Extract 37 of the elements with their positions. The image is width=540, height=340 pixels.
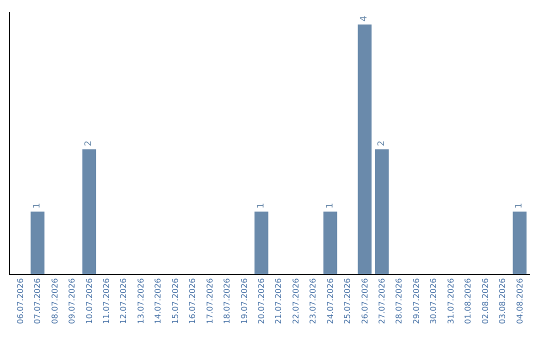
x-tick-label: 24.07.2026 <box>326 278 335 324</box>
x-tick-label: 25.07.2026 <box>343 278 352 324</box>
x-tick-label: 15.07.2026 <box>170 278 180 324</box>
x-tick-label: 11.07.2026 <box>102 278 112 324</box>
x-tick-label: 13.07.2026 <box>136 278 146 324</box>
data-label: 4 <box>360 15 370 22</box>
data-label: 1 <box>325 202 336 209</box>
data-label: 1 <box>514 202 525 209</box>
x-tick-label: 31.07.2026 <box>446 278 456 324</box>
x-tick-label: 10.07.2026 <box>84 278 94 324</box>
data-label: 2 <box>376 140 387 146</box>
x-tick-label: 27.07.2026 <box>378 278 387 324</box>
x-tick-label: 18.07.2026 <box>222 278 232 324</box>
x-tick-label: 02.08.2026 <box>480 278 490 324</box>
x-tick-label: 06.07.2026 <box>16 278 25 324</box>
x-tick-label: 21.07.2026 <box>274 278 284 324</box>
data-label: 1 <box>256 202 266 209</box>
x-tick-label: 17.07.2026 <box>205 278 214 324</box>
data-label: 1 <box>32 202 43 209</box>
x-tick-label: 04.08.2026 <box>515 278 524 324</box>
x-tick-label: 26.07.2026 <box>360 278 370 324</box>
data-label: 2 <box>84 140 94 146</box>
x-tick-label: 09.07.2026 <box>68 278 77 324</box>
x-tick-label: 07.07.2026 <box>33 278 42 324</box>
x-tick-label: 22.07.2026 <box>291 278 300 324</box>
x-tick-label: 01.08.2026 <box>464 278 473 324</box>
x-tick-label: 08.07.2026 <box>50 278 60 324</box>
x-tick-label: 19.07.2026 <box>240 278 249 324</box>
x-tick-label: 14.07.2026 <box>154 278 163 324</box>
x-tick-label: 16.07.2026 <box>188 278 198 324</box>
x-tick-label: 28.07.2026 <box>394 278 404 324</box>
x-tick-label: 12.07.2026 <box>119 278 128 324</box>
x-tick-label: 30.07.2026 <box>429 278 438 324</box>
x-tick-label: 20.07.2026 <box>256 278 266 324</box>
x-tick-label: 29.07.2026 <box>412 278 421 324</box>
x-tick-label: 03.08.2026 <box>498 278 508 324</box>
x-tick-label: 23.07.2026 <box>308 278 318 324</box>
